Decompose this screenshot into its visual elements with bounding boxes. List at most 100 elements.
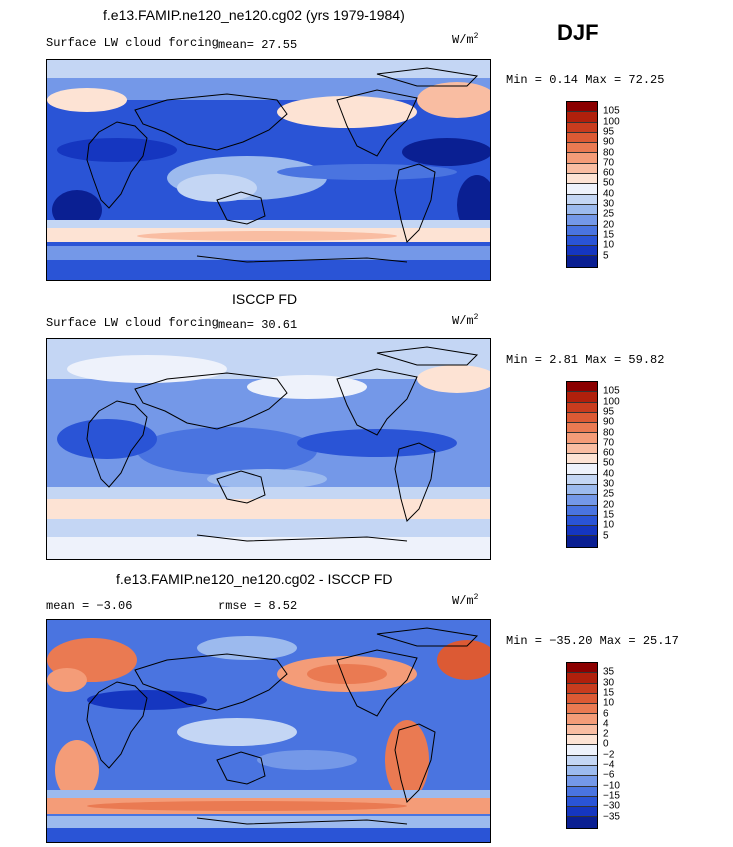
colorbar-tick: 105 xyxy=(603,105,620,117)
colorbar-tick: 15 xyxy=(603,229,615,241)
colorbar-swatch xyxy=(567,443,597,455)
colorbar-tick: 25 xyxy=(603,208,615,220)
colorbar-swatch xyxy=(567,143,597,154)
colorbar-swatch xyxy=(567,735,597,746)
colorbar-tick: 95 xyxy=(603,126,615,138)
colorbar-swatch xyxy=(567,693,597,705)
colorbar-tick: −2 xyxy=(603,749,615,761)
colorbar-tick: 6 xyxy=(603,708,609,719)
colorbar-swatch xyxy=(567,235,597,247)
map-model xyxy=(46,59,491,281)
panel-title: f.e13.FAMIP.ne120_ne120.cg02 - ISCCP FD xyxy=(116,571,393,587)
colorbar-swatch xyxy=(567,112,597,123)
colorbar-swatch xyxy=(567,194,597,205)
mean-value: mean= 27.55 xyxy=(218,38,298,52)
colorbar-swatch xyxy=(567,122,597,133)
colorbar-swatch xyxy=(567,423,597,434)
colorbar-swatch xyxy=(567,454,597,465)
colorbar-swatch xyxy=(567,132,597,144)
units-label: W/m2 xyxy=(452,593,479,608)
colorbar-swatch xyxy=(567,484,597,496)
colorbar-swatch xyxy=(567,464,597,475)
colorbar-tick: −35 xyxy=(603,811,620,822)
colorbar-swatch xyxy=(567,256,597,267)
colorbar-tick: 5 xyxy=(603,530,609,541)
colorbar-swatch xyxy=(567,515,597,527)
colorbar-swatch xyxy=(567,433,597,444)
colorbar-tick: 10 xyxy=(603,519,615,531)
colorbar-tick: −10 xyxy=(603,780,620,792)
map-observation xyxy=(46,338,491,560)
colorbar-tick: 100 xyxy=(603,396,620,408)
colorbar-tick: 2 xyxy=(603,728,609,740)
colorbar-tick: 20 xyxy=(603,499,615,511)
colorbar-tick: 30 xyxy=(603,478,615,490)
colorbar-swatch xyxy=(567,755,597,766)
min-max-label: Min = 2.81 Max = 59.82 xyxy=(506,353,665,367)
colorbar-tick: 95 xyxy=(603,406,615,418)
colorbar-swatch xyxy=(567,807,597,818)
colorbar-swatch xyxy=(567,184,597,195)
season-label: DJF xyxy=(557,20,599,45)
colorbar-tick: −15 xyxy=(603,790,620,802)
colorbar-tick: 70 xyxy=(603,157,615,169)
colorbar-tick: 105 xyxy=(603,385,620,397)
variable-label: Surface LW cloud forcing xyxy=(46,36,219,50)
colorbar-tick: 40 xyxy=(603,188,615,200)
colorbar-swatch xyxy=(567,382,597,393)
colorbar-tick: 10 xyxy=(603,697,615,709)
variable-label: Surface LW cloud forcing xyxy=(46,316,219,330)
colorbar-tick: 30 xyxy=(603,677,615,689)
colorbar-swatch xyxy=(567,714,597,725)
colorbar-swatch xyxy=(567,673,597,684)
colorbar-swatch xyxy=(567,817,597,828)
colorbar-swatch xyxy=(567,776,597,787)
colorbar-swatch xyxy=(567,786,597,797)
colorbar-swatch xyxy=(567,526,597,537)
colorbar-swatch xyxy=(567,474,597,485)
colorbar-tick: 60 xyxy=(603,167,615,179)
colorbar-tick: 25 xyxy=(603,488,615,500)
rmse-value: rmse = 8.52 xyxy=(218,599,298,613)
colorbar-difference xyxy=(566,662,598,829)
colorbar-tick: 5 xyxy=(603,250,609,261)
colorbar-swatch xyxy=(567,402,597,413)
colorbar-model xyxy=(566,101,598,268)
colorbar-swatch xyxy=(567,683,597,694)
colorbar-tick: 35 xyxy=(603,666,615,678)
mean-value: mean= 30.61 xyxy=(218,318,298,332)
colorbar-tick: −30 xyxy=(603,800,620,812)
colorbar-swatch xyxy=(567,215,597,226)
colorbar-swatch xyxy=(567,495,597,506)
colorbar-tick: 70 xyxy=(603,437,615,449)
colorbar-swatch xyxy=(567,505,597,516)
colorbar-swatch xyxy=(567,174,597,185)
colorbar-swatch xyxy=(567,745,597,756)
colorbar-swatch xyxy=(567,412,597,424)
colorbar-tick: 80 xyxy=(603,427,615,438)
colorbar-tick: 40 xyxy=(603,468,615,480)
colorbar-swatch xyxy=(567,163,597,175)
colorbar-swatch xyxy=(567,663,597,674)
colorbar-tick: 15 xyxy=(603,509,615,521)
colorbar-swatch xyxy=(567,704,597,715)
colorbar-swatch xyxy=(567,153,597,164)
colorbar-tick: −4 xyxy=(603,759,615,771)
colorbar-tick: 20 xyxy=(603,219,615,231)
colorbar-observation xyxy=(566,381,598,548)
colorbar-tick: 50 xyxy=(603,177,615,189)
units-label: W/m2 xyxy=(452,32,479,47)
units-label: W/m2 xyxy=(452,313,479,328)
mean-value: mean = −3.06 xyxy=(46,599,133,613)
colorbar-tick: 100 xyxy=(603,116,620,128)
colorbar-tick: 90 xyxy=(603,416,615,428)
colorbar-tick: 30 xyxy=(603,198,615,210)
colorbar-tick: 80 xyxy=(603,147,615,158)
min-max-label: Min = −35.20 Max = 25.17 xyxy=(506,634,679,648)
panel-title: ISCCP FD xyxy=(232,291,298,307)
colorbar-tick: 90 xyxy=(603,136,615,148)
colorbar-swatch xyxy=(567,536,597,547)
colorbar-tick: 60 xyxy=(603,447,615,459)
map-difference xyxy=(46,619,491,843)
colorbar-tick: 15 xyxy=(603,687,615,699)
